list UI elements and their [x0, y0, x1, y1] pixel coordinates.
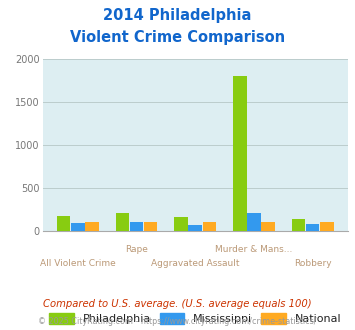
Bar — [261, 221, 275, 231]
Bar — [189, 225, 202, 231]
Legend: Philadelphia, Mississippi, National: Philadelphia, Mississippi, National — [45, 309, 345, 329]
Bar — [233, 76, 247, 231]
Text: Robbery: Robbery — [294, 259, 332, 268]
Text: 2014 Philadelphia: 2014 Philadelphia — [103, 8, 252, 23]
Bar — [292, 219, 305, 231]
Text: Rape: Rape — [125, 245, 148, 254]
Text: Compared to U.S. average. (U.S. average equals 100): Compared to U.S. average. (U.S. average … — [43, 299, 312, 309]
Bar — [144, 221, 157, 231]
Bar — [203, 221, 216, 231]
Bar — [247, 214, 261, 231]
Bar — [130, 222, 143, 231]
Bar — [174, 217, 188, 231]
Text: Aggravated Assault: Aggravated Assault — [151, 259, 240, 268]
Text: Violent Crime Comparison: Violent Crime Comparison — [70, 30, 285, 45]
Bar — [306, 224, 320, 231]
Bar — [57, 216, 71, 231]
Bar — [116, 214, 129, 231]
Bar — [85, 221, 99, 231]
Bar — [320, 221, 333, 231]
Text: Murder & Mans...: Murder & Mans... — [215, 245, 293, 254]
Text: © 2025 CityRating.com - https://www.cityrating.com/crime-statistics/: © 2025 CityRating.com - https://www.city… — [38, 317, 317, 326]
Text: All Violent Crime: All Violent Crime — [40, 259, 116, 268]
Bar — [71, 223, 84, 231]
